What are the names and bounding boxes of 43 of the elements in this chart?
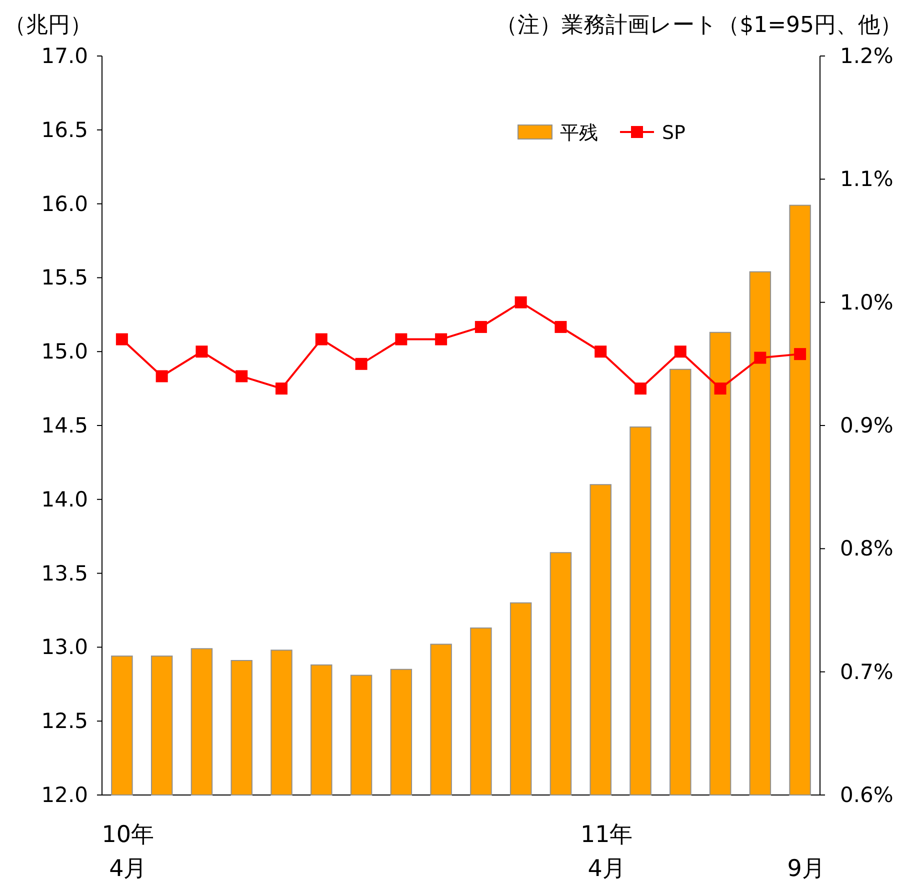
y2-tick-label: 0.8% (840, 536, 894, 561)
y-tick-label: 13.0 (41, 635, 88, 660)
point (514, 296, 527, 308)
y2-tick-label: 0.6% (840, 783, 894, 807)
point (196, 346, 208, 358)
x-tick-label: 10年 4月 (102, 822, 154, 882)
y-tick-label: 12.0 (41, 783, 88, 807)
y-tick-label: 12.5 (41, 709, 88, 734)
point (435, 333, 448, 346)
point (714, 382, 726, 395)
text: （注）業務計画レート（$1=95円、他） (496, 13, 902, 38)
x-tick-label: 9月 (787, 856, 825, 882)
y2-tick-label: 0.7% (840, 660, 894, 684)
point (315, 333, 328, 346)
y2-tick-label: 1.2% (840, 44, 894, 68)
point (276, 382, 288, 395)
point (116, 333, 128, 346)
point (236, 370, 248, 382)
y-tick-label: 13.5 (41, 561, 88, 586)
y2-tick-label: 1.0% (840, 290, 894, 314)
point (395, 333, 408, 346)
y-tick-label: 15.5 (41, 266, 88, 290)
y-tick-label: 16.5 (41, 118, 88, 142)
y-tick-label: 14.5 (41, 414, 88, 438)
point (355, 358, 368, 370)
point (474, 320, 487, 333)
point (634, 382, 646, 395)
legend-label: 平残 (560, 122, 598, 144)
point (794, 348, 806, 360)
point (594, 346, 607, 358)
y-tick-label: 16.0 (41, 192, 88, 216)
legend-label: SP (662, 122, 686, 144)
y2-tick-label: 0.9% (840, 414, 894, 438)
y-tick-label: 15.0 (41, 340, 88, 364)
point (554, 320, 567, 333)
y-tick-label: 17.0 (41, 44, 88, 68)
y-axis-title: （兆円） (4, 13, 92, 38)
y-tick-label: 14.0 (41, 487, 88, 512)
point (754, 352, 766, 364)
y2-tick-label: 1.1% (840, 167, 894, 192)
point (156, 370, 168, 382)
x-tick-label: 11年 4月 (580, 822, 633, 882)
point (674, 346, 686, 358)
